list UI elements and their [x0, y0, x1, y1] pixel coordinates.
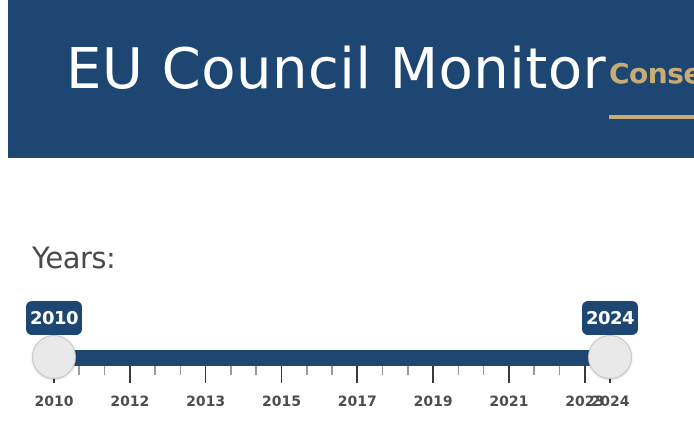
minor-tick	[457, 366, 460, 375]
axis-tick-label: 2013	[186, 394, 226, 410]
slider-from-value: 2010	[26, 301, 82, 335]
major-tick	[280, 366, 283, 383]
years-filter-label: Years:	[32, 241, 116, 275]
minor-tick	[179, 366, 182, 375]
major-tick	[356, 366, 359, 383]
minor-tick	[482, 366, 485, 375]
minor-tick	[154, 366, 156, 375]
minor-tick	[381, 366, 384, 375]
app-header: EU Council Monitor Conse	[8, 0, 694, 158]
major-tick	[432, 366, 434, 383]
major-tick	[583, 366, 586, 383]
minor-tick	[533, 366, 535, 375]
major-tick	[508, 366, 510, 383]
slider-from-handle[interactable]	[32, 335, 76, 379]
slider-to-handle[interactable]	[588, 335, 632, 379]
nav-active-underline	[609, 115, 694, 119]
nav-item-consensus[interactable]: Conse	[609, 57, 694, 90]
minor-tick	[558, 366, 561, 375]
axis-tick-label: 2015	[261, 394, 301, 410]
year-range-slider-track[interactable]	[54, 350, 610, 366]
minor-tick	[331, 366, 333, 375]
minor-tick	[103, 366, 106, 375]
axis-tick-label: 2012	[110, 394, 150, 410]
axis-tick-label: 2017	[337, 394, 377, 410]
minor-tick	[407, 366, 409, 375]
axis-tick-label: 2021	[489, 394, 529, 410]
axis-tick-label: 2024	[590, 394, 630, 410]
axis-tick-label: 2019	[413, 394, 453, 410]
minor-tick	[255, 366, 257, 375]
axis-tick-label: 2010	[34, 394, 74, 410]
slider-to-value: 2024	[582, 301, 638, 335]
slider-ticks	[0, 366, 694, 386]
major-tick	[204, 366, 207, 383]
app-title: EU Council Monitor	[66, 37, 607, 102]
minor-tick	[305, 366, 308, 375]
axis-tick-label: 2023	[565, 394, 605, 410]
major-tick	[129, 366, 131, 383]
minor-tick	[230, 366, 232, 375]
minor-tick	[78, 366, 81, 375]
